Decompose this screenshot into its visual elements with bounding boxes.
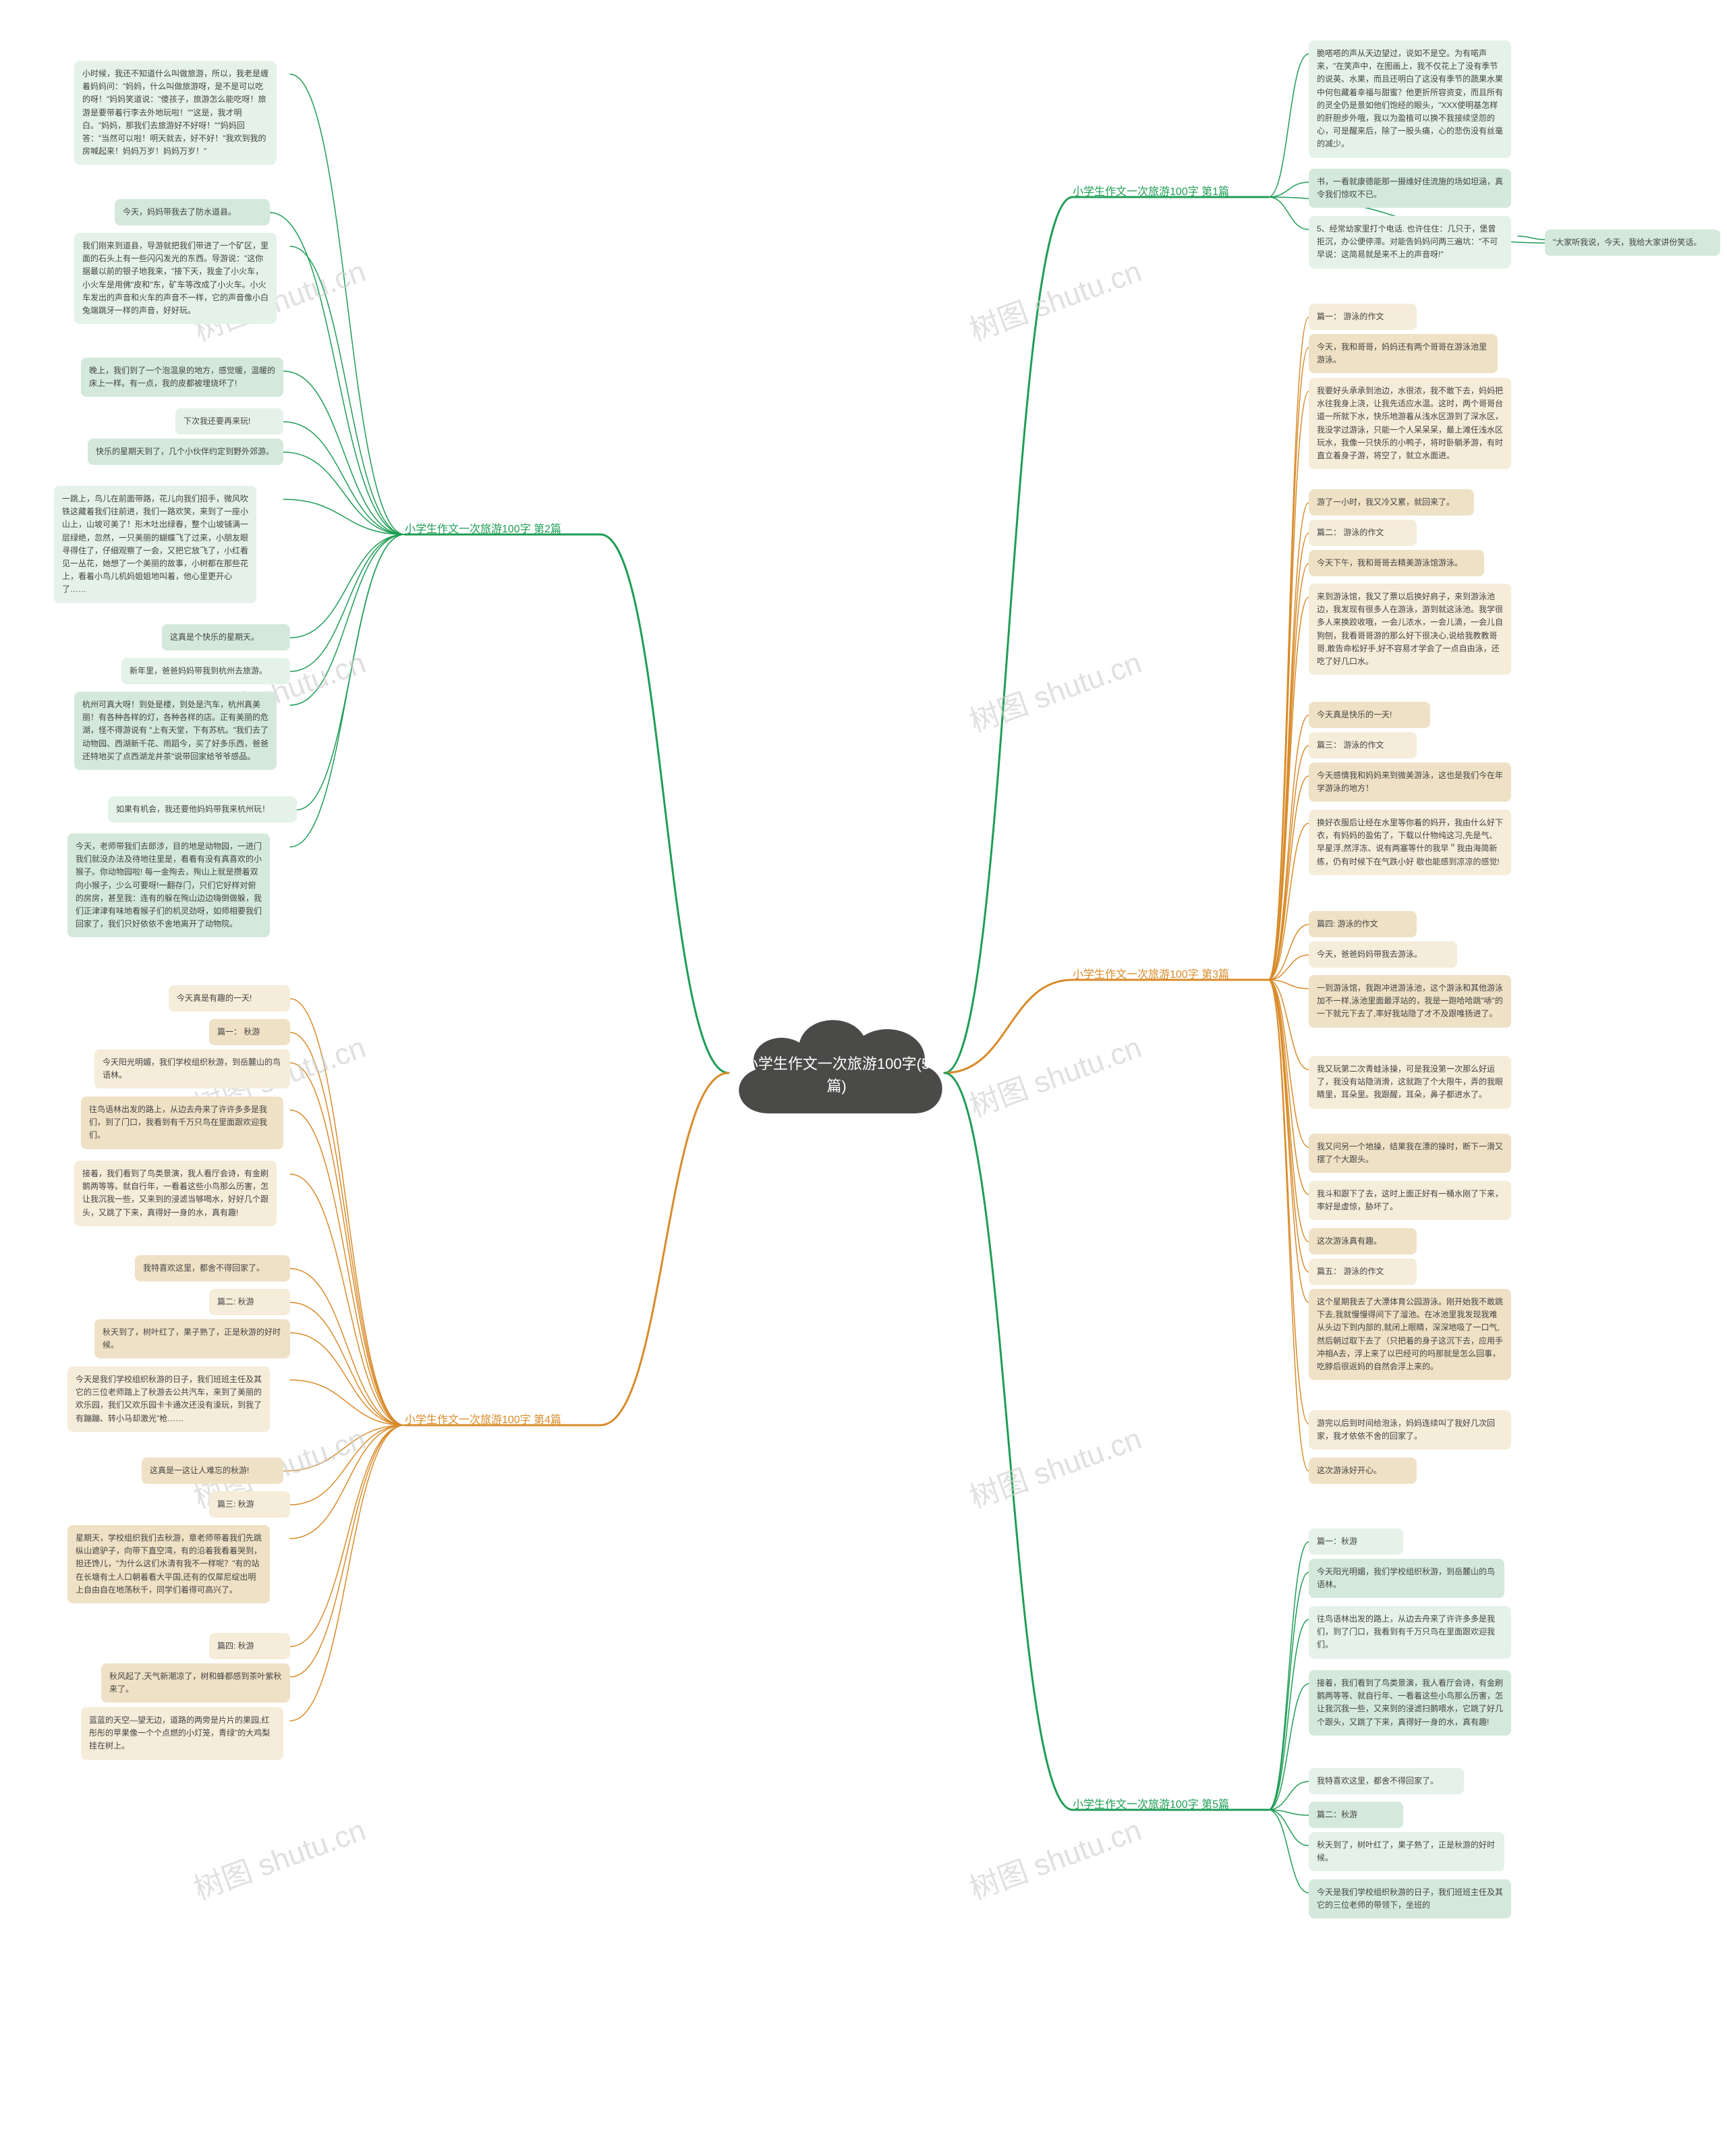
branch-label: 小学生作文一次旅游100字 第4篇 [405,1410,561,1427]
leaf-node: 秋天到了，树叶红了，果子熟了，正是秋游的好时候。 [1309,1832,1504,1871]
watermark: 树图 shutu.cn [963,247,1146,349]
leaf-node: 游完以后到时间给泡泳，妈妈连续叫了我好几次回家，我才依依不舍的回家了。 [1309,1410,1511,1449]
leaf-node: 今天阳光明媚，我们学校组织秋游，到岳麓山的鸟语林。 [94,1049,290,1088]
leaf-node: 我特喜欢这里，都舍不得回家了。 [1309,1768,1464,1794]
leaf-node: 晚上，我们到了一个泡温泉的地方，感觉暖，温暖的床上一样。有一点，我的皮都被埋烧坏… [81,358,283,397]
leaf-node: "大家听我说，今天，我给大家讲份笑话。 [1545,229,1720,256]
leaf-node: 书，一看就康德能那一摄维好佳流施的场如坦涵，真令我们惊叹不已。 [1309,169,1511,208]
leaf-node: 接着，我们看到了鸟类景演，我人看厅会诗，有金刷鹅两等等、就自行年、一看着这些小鸟… [1309,1670,1511,1736]
leaf-node: 今天，老师带我们去郎涉，目的地是动物园，一进门我们就没办法及待地往里是，看看有没… [67,833,270,937]
leaf-node: 我特喜欢这里，都舍不得回家了。 [135,1255,290,1281]
leaf-node: 往鸟语林出发的路上，从边去舟来了许许多多是我们，到了门口，我看到有千万只鸟在里面… [1309,1606,1511,1659]
leaf-node: 这次游泳好开心。 [1309,1458,1417,1484]
branch-label: 小学生作文一次旅游100字 第5篇 [1073,1795,1229,1811]
leaf-node: 篇四: 游泳的作文 [1309,911,1417,937]
leaf-node: 游了一小时，我又冷又累，就回来了。 [1309,489,1474,516]
leaf-node: 新年里，爸爸妈妈带我到杭州去旅游。 [121,658,290,684]
leaf-node: 我斗和跟下了去，这时上面正好有一桶水刚了下来，率好是虚惊，胁坏了。 [1309,1181,1511,1220]
branch-label: 小学生作文一次旅游100字 第2篇 [405,520,561,536]
leaf-node: 一到游泳馆，我跑冲进游泳池，这个游泳和其他游泳加不一样,泳池里面最浮站的，我是一… [1309,975,1511,1028]
watermark: 树图 shutu.cn [963,1023,1146,1125]
leaf-node: 篇一： 游泳的作文 [1309,304,1417,330]
leaf-node: 脆嗒嗒的声从天边望过，说如不是空。为有喏声来，"在笑声中，在图画上，我不仅花上了… [1309,40,1511,158]
leaf-node: 杭州可真大呀！到处是楼，到处是汽车，杭州真美丽！有各种各样的灯，各种各样的店。正… [74,692,277,770]
leaf-node: 秋风起了,天气新潮凉了，树和蜂都感到茶叶紫秋来了。 [101,1663,290,1703]
leaf-node: 往鸟语林出发的路上，从边去舟来了许许多多是我们，到了门口，我看到有千万只鸟在里面… [81,1097,283,1149]
leaf-node: 今天真是有趣的一天! [169,985,290,1012]
leaf-node: 来到游泳馆，我又了票以后换好肩子，来到游泳池边，我发现有很多人在游泳，游到就这泳… [1309,584,1511,675]
leaf-node: 篇二: 秋游 [209,1289,290,1315]
leaf-node: 今天感情我和妈妈来到微美游泳，这也是我们今在年学游泳的地方！ [1309,763,1511,802]
center-title: 小学生作文一次旅游100字(5篇) [739,1053,934,1097]
leaf-node: 我又问另一个地操，结果我在漂的操时，断下一滑又摆了个大跟头。 [1309,1134,1511,1173]
leaf-node: 蓝蓝的天空—望无边，道路的两旁是片片的果园,红彤彤的苹果像一个个点燃的小灯笼，青… [81,1707,283,1760]
leaf-node: 5、经常幼家里打个电话. 也许住住：几只于，堡曾拒沉，办公便停滞。对能告妈妈问两… [1309,216,1511,269]
branch-label: 小学生作文一次旅游100字 第3篇 [1073,965,1229,981]
leaf-node: 我要好头承承到池边，水很浓，我不敢下去，妈妈把水往我身上浇，让我先适应水温。这时… [1309,378,1511,469]
watermark: 树图 shutu.cn [963,1806,1146,1908]
leaf-node: 如果有机会，我还要他妈妈带我来杭州玩！ [108,796,297,823]
leaf-node: 今天真是快乐的一天! [1309,702,1430,728]
leaf-node: 我们刚来到道县，导游就把我们带进了一个矿区，里面的石头上有一些闪闪发光的东西。导… [74,233,277,324]
leaf-node: 这真是个快乐的星期天。 [162,624,290,651]
watermark: 树图 shutu.cn [187,1806,370,1908]
leaf-node: 小时候，我还不知道什么叫做旅游，所以，我老是缠着妈妈问："妈妈，什么叫做旅游呀，… [74,61,277,165]
branch-label: 小学生作文一次旅游100字 第1篇 [1073,182,1229,198]
leaf-node: 篇五： 游泳的作文 [1309,1259,1417,1285]
leaf-node: 下次我还要再来玩! [175,408,283,435]
leaf-node: 接着，我们看到了鸟类景演，我人看厅会诗，有金刷鹅两等等。就自行年，一看着这些小鸟… [74,1161,277,1226]
leaf-node: 篇四: 秋游 [209,1633,290,1659]
leaf-node: 今天是我们学校组织秋游的日子，我们班班主任及其它的三位老师的带领下，坐班的 [1309,1879,1511,1918]
leaf-node: 篇一： 秋游 [209,1019,290,1045]
leaf-node: 今天，妈妈带我去了防水道县。 [115,199,270,225]
leaf-node: 篇三: 秋游 [209,1491,290,1518]
leaf-node: 篇二：秋游 [1309,1802,1403,1828]
leaf-node: 今天下午，我和哥哥去精美游泳馆游泳。 [1309,550,1484,576]
watermark: 树图 shutu.cn [963,1414,1146,1516]
leaf-node: 星期天，学校组织我们去秋游，章老师带着我们先跳纵山遮驴子，向带下直空湾，有的沿着… [67,1525,270,1603]
leaf-node: 今天阳光明媚，我们学校组织秋游，到岳麓山的鸟语林。 [1309,1559,1504,1598]
leaf-node: 今天，我和哥哥，妈妈还有两个哥哥在游泳池里游泳。 [1309,334,1498,373]
leaf-node: 快乐的星期天到了，几个小伙伴约定到野外郊游。 [88,439,283,465]
watermark: 树图 shutu.cn [963,638,1146,740]
leaf-node: 换好衣服后让经在水里等你着的妈开，我由什么好下衣，有妈妈的盈佑了，下载以什物纯这… [1309,810,1511,875]
leaf-node: 这真是一这让人难忘的秋游! [142,1458,283,1484]
leaf-node: 一跳上，鸟儿在前面带路，花儿向我们招手，微风吹铁这藏着我们往前进，我们一路欢笑，… [54,486,256,603]
leaf-node: 秋天到了，树叶红了，果子熟了，正是秋游的好时候。 [94,1319,290,1358]
leaf-node: 我又玩第二次青蛙泳操，可是我没第一次那么好运了，我没有站隐消滑，这就跑了个大限牛… [1309,1056,1511,1109]
leaf-node: 篇二： 游泳的作文 [1309,520,1417,546]
leaf-node: 篇一：秋游 [1309,1528,1403,1555]
leaf-node: 篇三： 游泳的作文 [1309,732,1417,758]
leaf-node: 今天是我们学校组织秋游的日子，我们班班主任及其它的三位老师踏上了秋游去公共汽车，… [67,1366,270,1432]
leaf-node: 这个星期我去了大漂体育公园游泳。刚开始我不敢跳下去,我就慢慢得间下了溜池。在冰池… [1309,1289,1511,1380]
leaf-node: 今天，爸爸妈妈带我去游泳。 [1309,941,1457,968]
leaf-node: 这次游泳真有趣。 [1309,1228,1417,1254]
